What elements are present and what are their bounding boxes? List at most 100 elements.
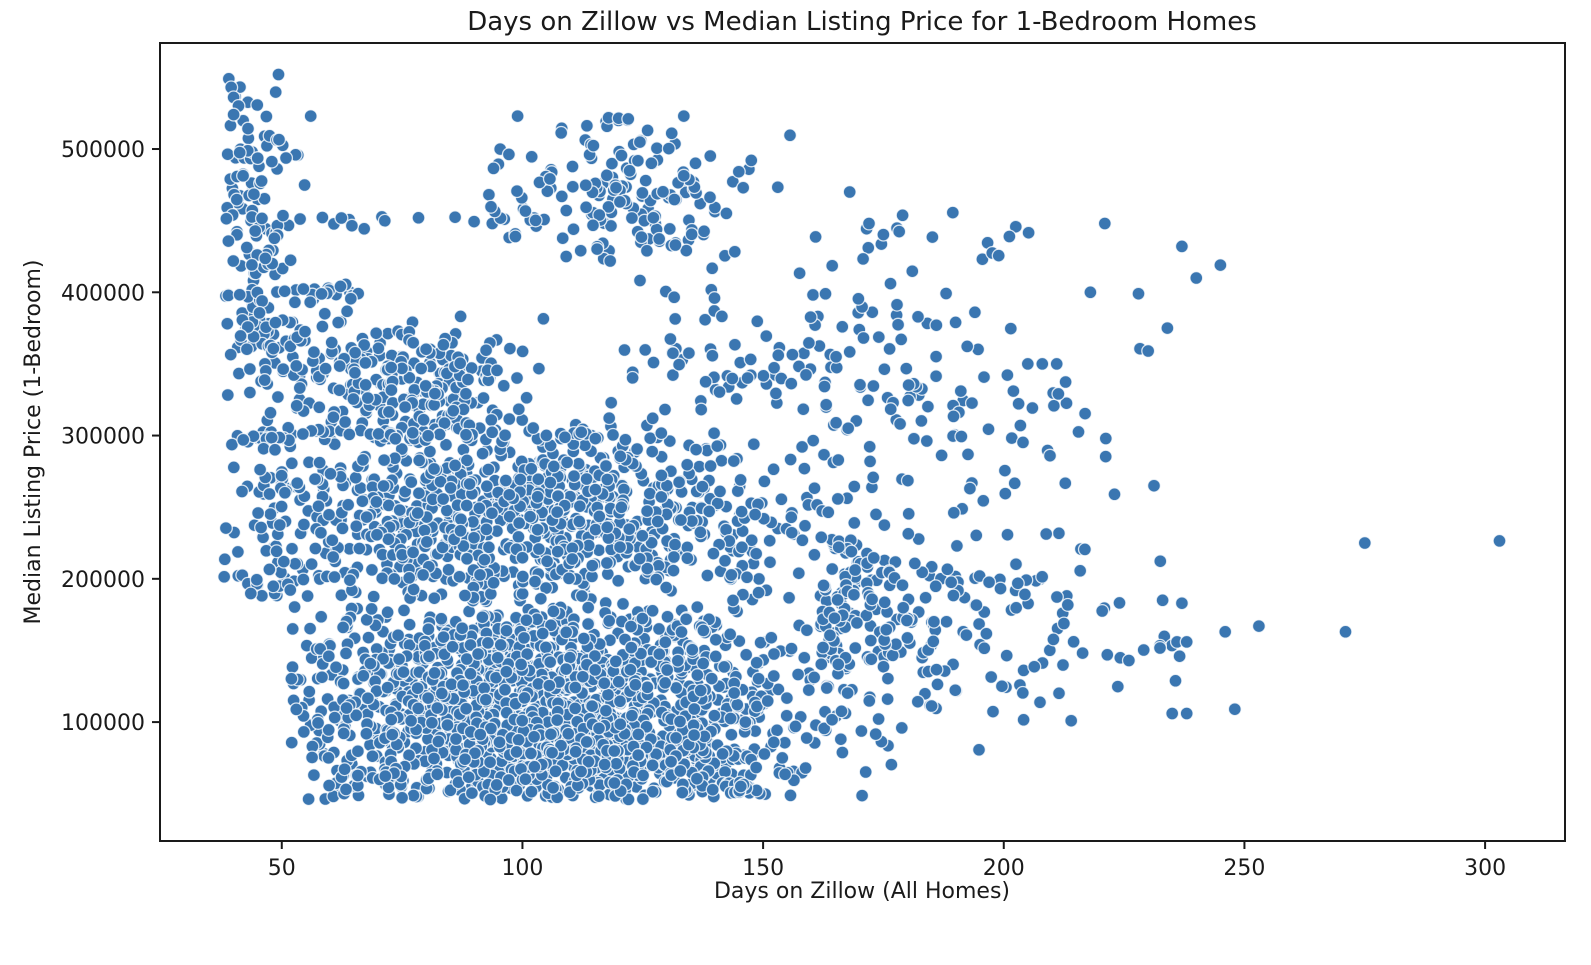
data-point <box>550 544 565 559</box>
data-point <box>891 317 906 332</box>
data-point <box>350 768 365 783</box>
data-point <box>455 621 470 636</box>
data-point <box>250 151 265 166</box>
data-point <box>543 727 558 742</box>
data-point <box>263 405 278 420</box>
data-point <box>858 764 873 780</box>
data-point <box>1064 713 1079 728</box>
data-point <box>268 315 283 330</box>
data-point <box>355 494 370 509</box>
y-tick-label: 300000 <box>61 425 145 450</box>
data-point <box>1015 685 1030 700</box>
data-point <box>267 442 283 457</box>
data-point <box>645 444 660 459</box>
data-point <box>694 402 709 417</box>
chart-title: Days on Zillow vs Median Listing Price f… <box>467 7 1257 37</box>
data-point <box>696 656 711 671</box>
data-point <box>862 693 877 708</box>
data-point <box>436 337 451 352</box>
data-point <box>358 377 373 392</box>
data-point <box>340 304 355 319</box>
data-point <box>649 572 664 587</box>
data-point <box>700 568 715 583</box>
data-point <box>321 722 336 737</box>
data-point <box>848 640 863 656</box>
data-point <box>829 349 844 364</box>
data-point <box>730 697 745 712</box>
data-point <box>771 348 786 363</box>
data-point <box>1000 368 1015 383</box>
data-point <box>1002 229 1017 244</box>
data-point <box>725 371 740 386</box>
data-point <box>645 784 660 799</box>
data-point <box>398 400 413 415</box>
data-point <box>822 628 837 643</box>
data-point <box>311 715 326 730</box>
data-point <box>293 211 308 227</box>
data-point <box>871 711 886 727</box>
data-point <box>1017 587 1032 602</box>
data-point <box>479 522 494 537</box>
data-point <box>597 676 612 691</box>
x-tick-label: 150 <box>742 856 784 881</box>
data-point <box>984 669 999 685</box>
data-point <box>882 341 897 356</box>
data-point <box>635 528 650 543</box>
data-point <box>894 332 909 347</box>
data-point <box>448 731 464 747</box>
data-point <box>600 687 616 702</box>
data-point <box>268 85 283 100</box>
data-point <box>463 637 478 653</box>
data-point <box>612 694 628 709</box>
data-point <box>851 291 866 306</box>
data-point <box>976 370 992 385</box>
data-point <box>406 788 421 803</box>
data-point <box>434 611 449 626</box>
data-point <box>782 128 798 143</box>
data-point <box>788 719 803 734</box>
data-point <box>317 306 332 321</box>
data-point <box>410 681 425 696</box>
data-point <box>668 730 684 745</box>
data-point <box>625 370 640 385</box>
data-point <box>684 227 699 242</box>
data-point <box>588 522 603 537</box>
data-point <box>622 163 637 178</box>
data-point <box>251 505 266 521</box>
data-point <box>266 579 281 594</box>
data-point <box>388 431 403 446</box>
data-point <box>453 512 468 527</box>
data-point <box>766 735 781 750</box>
data-point <box>868 507 884 522</box>
data-point <box>884 757 899 772</box>
data-point <box>572 499 587 514</box>
data-point <box>630 441 645 457</box>
data-point <box>871 330 886 345</box>
data-point <box>605 427 621 442</box>
data-point <box>411 486 426 501</box>
data-point <box>981 422 996 437</box>
data-point <box>436 630 451 645</box>
data-point <box>783 788 798 803</box>
data-point <box>283 253 298 268</box>
data-point <box>498 473 513 488</box>
data-point <box>797 650 812 665</box>
data-point <box>264 430 279 445</box>
data-point <box>814 657 829 672</box>
data-point <box>1058 476 1073 491</box>
data-point <box>652 647 667 662</box>
data-point <box>667 192 682 207</box>
data-point <box>792 266 807 281</box>
data-point <box>597 757 612 772</box>
data-point <box>220 316 235 331</box>
data-point <box>301 792 316 807</box>
data-point <box>457 752 473 767</box>
data-point <box>999 648 1014 663</box>
data-point <box>448 210 463 225</box>
data-point <box>962 481 977 496</box>
data-point <box>277 284 292 299</box>
data-point <box>708 649 723 664</box>
data-point <box>455 678 471 693</box>
data-point <box>376 478 391 494</box>
data-point <box>632 273 648 288</box>
